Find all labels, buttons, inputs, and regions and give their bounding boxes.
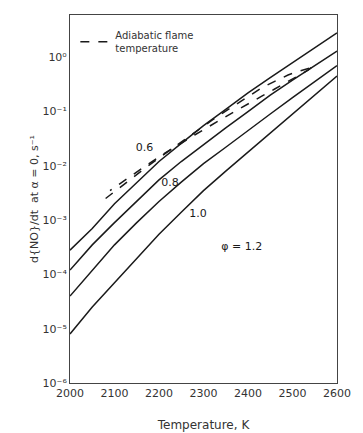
svg-text:2100: 2100 bbox=[101, 387, 129, 400]
svg-text:2600: 2600 bbox=[323, 387, 351, 400]
svg-text:10⁻³: 10⁻³ bbox=[43, 214, 67, 227]
svg-text:0.6: 0.6 bbox=[136, 141, 154, 154]
svg-text:10⁻²: 10⁻² bbox=[43, 160, 67, 173]
svg-text:Temperature, K: Temperature, K bbox=[157, 418, 251, 432]
svg-text:10⁻⁵: 10⁻⁵ bbox=[43, 323, 67, 336]
svg-text:1.0: 1.0 bbox=[189, 207, 207, 220]
svg-text:10⁻⁴: 10⁻⁴ bbox=[43, 268, 68, 281]
svg-text:10⁻¹: 10⁻¹ bbox=[43, 105, 67, 118]
svg-text:2000: 2000 bbox=[56, 387, 84, 400]
svg-text:2200: 2200 bbox=[145, 387, 173, 400]
svg-text:d{NO}/dt at α = 0, s⁻¹: d{NO}/dt at α = 0, s⁻¹ bbox=[28, 135, 41, 263]
svg-text:10⁻⁶: 10⁻⁶ bbox=[43, 377, 68, 390]
svg-text:2500: 2500 bbox=[279, 387, 307, 400]
svg-text:φ = 1.2: φ = 1.2 bbox=[221, 240, 262, 253]
svg-text:0.8: 0.8 bbox=[161, 176, 179, 189]
svg-text:Adiabatic flametemperature: Adiabatic flametemperature bbox=[115, 30, 193, 54]
svg-text:2300: 2300 bbox=[190, 387, 218, 400]
svg-text:2400: 2400 bbox=[234, 387, 262, 400]
svg-text:10⁰: 10⁰ bbox=[48, 51, 67, 64]
